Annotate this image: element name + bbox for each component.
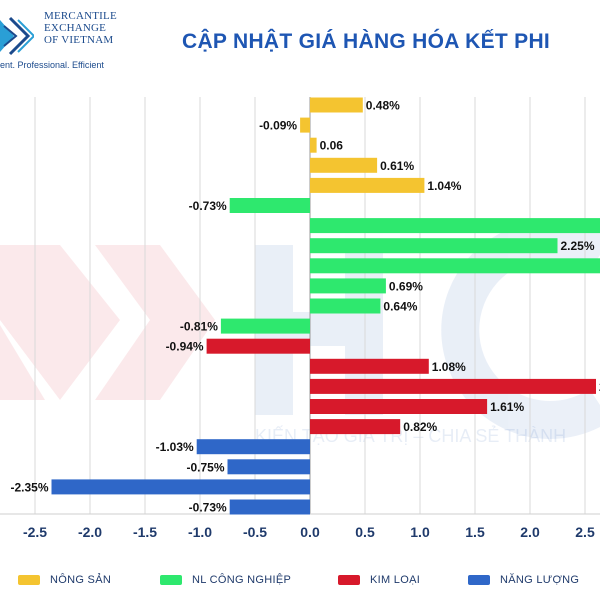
bar — [310, 97, 363, 113]
bar — [229, 198, 310, 213]
data-label: -0.94% — [166, 340, 204, 354]
bar — [206, 338, 310, 354]
bar — [196, 439, 310, 455]
data-label: 0.61% — [380, 159, 414, 173]
bar — [227, 459, 310, 475]
legend-label-nong-san: NÔNG SẢN — [50, 574, 112, 586]
x-tick-label: -2.5 — [23, 524, 47, 540]
x-tick-label: 0.0 — [300, 524, 320, 540]
data-label: 1.61% — [490, 400, 524, 414]
data-label: -1.03% — [156, 440, 194, 454]
logo-line-2: EXCHANGE — [44, 22, 107, 34]
legend-swatch-nong-san — [18, 575, 40, 585]
bar — [300, 117, 310, 133]
legend-swatch-nang-luong — [468, 575, 490, 585]
bar — [51, 479, 310, 495]
x-tick-label: 2.5 — [575, 524, 595, 540]
data-label: -0.75% — [186, 460, 224, 474]
x-tick-label: 1.0 — [410, 524, 430, 540]
x-tick-label: -0.5 — [243, 524, 267, 540]
page-title: CẬP NHẬT GIÁ HÀNG HÓA KẾT PHI — [182, 30, 551, 53]
data-label: 1.04% — [427, 179, 461, 193]
legend-swatch-kim-loai — [338, 575, 360, 585]
bar — [310, 258, 600, 274]
legend-label-nang-luong: NĂNG LƯỢNG — [500, 574, 580, 586]
mxv-logo-icon — [0, 16, 34, 56]
data-label: 0.82% — [403, 420, 437, 434]
data-label: -0.81% — [180, 320, 218, 334]
bar — [310, 278, 386, 294]
logo-tagline: ent. Professional. Efficient — [0, 60, 104, 70]
data-label: 0.48% — [366, 99, 400, 113]
legend-label-nl-cong-nghiep: NL CÔNG NGHIỆP — [192, 574, 292, 586]
data-label: -2.35% — [10, 480, 48, 494]
data-label: -0.73% — [189, 199, 227, 213]
legend-item-nl-cong-nghiep: NL CÔNG NGHIỆP — [160, 574, 291, 586]
data-label: 0.69% — [389, 279, 423, 293]
legend-label-kim-loai: KIM LOẠI — [370, 574, 421, 586]
data-label: -0.73% — [189, 501, 227, 515]
x-tick-label: 0.5 — [355, 524, 375, 540]
x-tick-label: 2.0 — [520, 524, 540, 540]
bar — [229, 499, 310, 515]
bar — [310, 419, 401, 435]
bar — [310, 238, 558, 254]
bar — [220, 318, 310, 334]
x-tick-label: -2.0 — [78, 524, 102, 540]
logo: MERCANTILE EXCHANGE OF VIETNAM ent. Prof… — [0, 0, 150, 80]
bar — [310, 157, 378, 173]
x-tick-label: 1.5 — [465, 524, 485, 540]
legend: NÔNG SẢN NL CÔNG NGHIỆP KIM LOẠI NĂNG LƯ… — [0, 574, 600, 594]
logo-line-3: OF VIETNAM — [44, 34, 114, 46]
data-label: -0.09% — [259, 119, 297, 133]
bar — [310, 218, 600, 234]
x-tick-label: -1.0 — [188, 524, 212, 540]
legend-item-nong-san: NÔNG SẢN — [18, 574, 111, 586]
bar — [310, 399, 488, 414]
x-tick-label: -1.5 — [133, 524, 157, 540]
data-label: 1.08% — [432, 360, 466, 374]
logo-line-1: MERCANTILE — [44, 10, 117, 22]
data-label: 0.06 — [320, 139, 344, 153]
logo-wordmark: MERCANTILE EXCHANGE OF VIETNAM — [44, 10, 117, 46]
legend-item-nang-luong: NĂNG LƯỢNG — [468, 574, 579, 586]
bar — [310, 358, 429, 374]
bar — [310, 137, 317, 153]
bar — [310, 378, 596, 394]
bar — [310, 177, 425, 193]
legend-swatch-nl-cong-nghiep — [160, 575, 182, 585]
data-label: 0.64% — [383, 300, 417, 314]
data-label: 2.25% — [561, 239, 595, 253]
legend-item-kim-loai: KIM LOẠI — [338, 574, 420, 586]
bar — [310, 298, 381, 314]
